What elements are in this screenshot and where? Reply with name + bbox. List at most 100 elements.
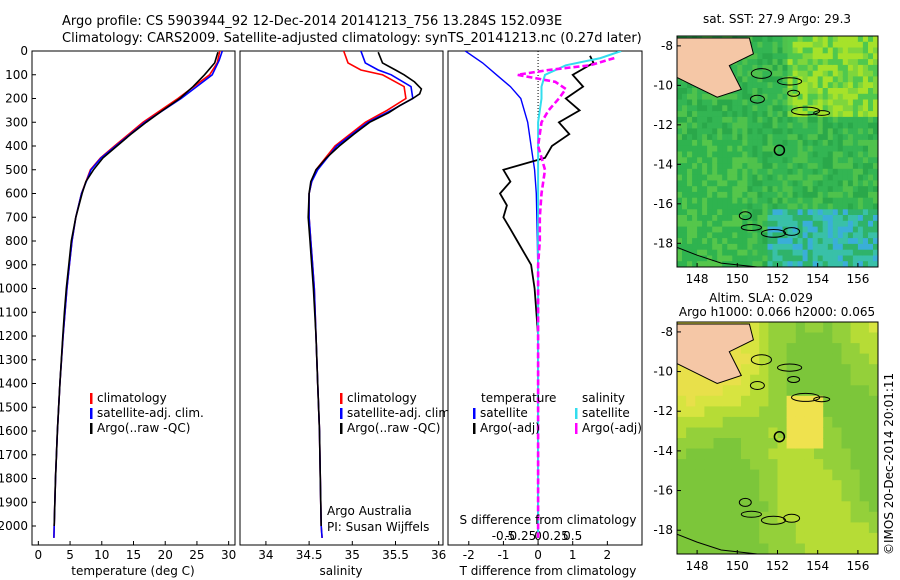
map-cell — [732, 232, 738, 239]
map-cell — [741, 364, 751, 376]
map-cell — [802, 122, 809, 129]
island-outline — [760, 229, 787, 238]
map-cell — [841, 353, 852, 365]
map-cell — [702, 186, 708, 193]
map-cell — [717, 122, 723, 129]
map-cell — [852, 70, 859, 78]
map-cell — [731, 438, 742, 450]
map-cell — [752, 76, 758, 83]
map-cell — [695, 511, 705, 523]
island-outline — [749, 381, 765, 390]
map-cell — [823, 480, 833, 492]
map-cell — [837, 243, 844, 251]
map-cell — [722, 395, 733, 407]
difference-axes — [447, 50, 643, 546]
map-cell — [814, 459, 824, 471]
map-cell — [857, 261, 864, 267]
map-cell — [777, 501, 788, 513]
map-cell — [713, 532, 724, 544]
map-cell — [742, 168, 748, 176]
map-cell — [713, 448, 724, 460]
depth-tick-label: 400 — [5, 139, 28, 153]
map-cell — [741, 406, 751, 418]
depth-tick-label: 1200 — [0, 329, 28, 343]
map-cell — [812, 186, 819, 193]
map-cell — [777, 203, 784, 210]
map-cell — [832, 249, 839, 257]
map-cell — [807, 168, 814, 176]
map-cell — [804, 438, 815, 450]
map-cell — [772, 174, 779, 181]
map-cell — [704, 385, 715, 397]
map-cell — [787, 261, 794, 267]
map-cell — [873, 232, 878, 239]
map-cell — [762, 226, 768, 233]
map-cell — [695, 438, 705, 450]
map-cell — [807, 249, 814, 257]
map-cell — [822, 209, 829, 216]
map-cell — [768, 343, 779, 355]
map-cell — [687, 122, 693, 129]
depth-tick-label: 1900 — [0, 495, 28, 509]
map-cell — [802, 64, 809, 72]
salinity-legend-label: satellite-adj. clim. — [347, 406, 454, 420]
map-cell — [837, 215, 844, 222]
map-cell — [782, 186, 789, 193]
map-cell — [782, 116, 789, 124]
map-cell — [837, 134, 844, 141]
map-cell — [787, 220, 794, 228]
map-cell — [731, 427, 742, 439]
map-cell — [677, 99, 683, 106]
map-cell — [768, 374, 779, 386]
map-cell — [832, 532, 842, 544]
map-cell — [732, 249, 738, 257]
map-cell — [807, 82, 814, 89]
map-cell — [757, 186, 763, 193]
map-cell — [762, 99, 768, 106]
map-cell — [772, 53, 779, 60]
map-cell — [768, 522, 779, 534]
map-cell — [795, 427, 806, 439]
map-cell — [787, 93, 794, 101]
map-cell — [768, 501, 779, 513]
map-cell — [832, 406, 842, 418]
map-cell — [704, 511, 715, 523]
map-cell — [762, 53, 768, 60]
map-cell — [752, 82, 758, 89]
diff-legend-label: satellite — [582, 406, 630, 420]
map-cell — [837, 93, 844, 101]
map-cell — [677, 197, 683, 205]
map-cell — [847, 180, 854, 187]
map-cell — [757, 47, 763, 54]
salinity-x-tick-label: 35.5 — [382, 548, 409, 562]
map-cell — [692, 238, 698, 245]
map-cell — [868, 157, 874, 164]
map-cell — [697, 232, 703, 239]
map-cell — [687, 220, 693, 228]
map-cell — [767, 53, 774, 60]
map-cell — [732, 111, 738, 118]
map-cell — [873, 128, 878, 135]
map-cell — [837, 47, 844, 54]
map-cell — [873, 243, 878, 251]
map-cell — [797, 220, 804, 228]
map-cell — [772, 41, 779, 49]
salinity-axes — [239, 50, 444, 546]
map-cell — [859, 364, 870, 376]
map-cell — [873, 139, 878, 147]
map-cell — [862, 203, 869, 210]
map-cell — [759, 480, 769, 492]
map-cell — [873, 249, 878, 257]
map-cell — [797, 163, 804, 170]
map-cell — [814, 385, 824, 397]
map-cell — [697, 249, 703, 257]
map-cell — [802, 41, 809, 49]
map-cell — [842, 47, 849, 54]
map-cell — [807, 186, 814, 193]
diff-legend-label: Argo(-adj) — [582, 421, 642, 435]
map-cell — [686, 448, 696, 460]
map-cell — [741, 374, 751, 386]
map-cell — [713, 416, 724, 428]
map-cell — [832, 105, 839, 112]
map-cell — [707, 151, 713, 158]
